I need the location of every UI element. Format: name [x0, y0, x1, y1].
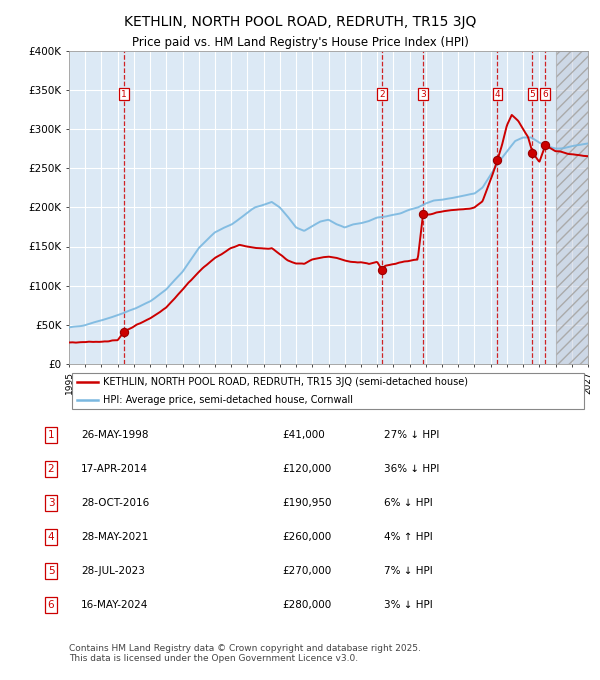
Text: 4: 4	[494, 90, 500, 99]
Text: 1: 1	[121, 90, 127, 99]
Text: 16-MAY-2024: 16-MAY-2024	[81, 600, 148, 610]
Point	[493, 155, 502, 166]
Text: 7% ↓ HPI: 7% ↓ HPI	[384, 566, 433, 576]
Text: 28-JUL-2023: 28-JUL-2023	[81, 566, 145, 576]
Text: 28-MAY-2021: 28-MAY-2021	[81, 532, 148, 542]
Text: 5: 5	[47, 566, 55, 576]
Text: £260,000: £260,000	[282, 532, 331, 542]
Text: 28-OCT-2016: 28-OCT-2016	[81, 498, 149, 508]
Text: £280,000: £280,000	[282, 600, 331, 610]
Text: £190,950: £190,950	[282, 498, 331, 508]
Text: HPI: Average price, semi-detached house, Cornwall: HPI: Average price, semi-detached house,…	[103, 395, 353, 405]
Text: 6% ↓ HPI: 6% ↓ HPI	[384, 498, 433, 508]
Text: Contains HM Land Registry data © Crown copyright and database right 2025.
This d: Contains HM Land Registry data © Crown c…	[69, 643, 421, 663]
Text: 6: 6	[542, 90, 548, 99]
Text: 27% ↓ HPI: 27% ↓ HPI	[384, 430, 439, 440]
Text: £41,000: £41,000	[282, 430, 325, 440]
Bar	[556, 51, 588, 364]
Text: KETHLIN, NORTH POOL ROAD, REDRUTH, TR15 3JQ: KETHLIN, NORTH POOL ROAD, REDRUTH, TR15 …	[124, 16, 476, 29]
Bar	[556, 51, 588, 364]
Text: £120,000: £120,000	[282, 464, 331, 474]
Text: 3% ↓ HPI: 3% ↓ HPI	[384, 600, 433, 610]
Text: KETHLIN, NORTH POOL ROAD, REDRUTH, TR15 3JQ (semi-detached house): KETHLIN, NORTH POOL ROAD, REDRUTH, TR15 …	[103, 377, 468, 387]
Text: 4% ↑ HPI: 4% ↑ HPI	[384, 532, 433, 542]
Text: 6: 6	[47, 600, 55, 610]
Point	[541, 139, 550, 150]
Point	[119, 326, 128, 337]
Text: 36% ↓ HPI: 36% ↓ HPI	[384, 464, 439, 474]
Text: 3: 3	[47, 498, 55, 508]
Text: 3: 3	[420, 90, 426, 99]
Text: Price paid vs. HM Land Registry's House Price Index (HPI): Price paid vs. HM Land Registry's House …	[131, 36, 469, 50]
Point	[418, 209, 428, 220]
Text: 2: 2	[47, 464, 55, 474]
Text: 2: 2	[379, 90, 385, 99]
FancyBboxPatch shape	[71, 373, 584, 409]
Text: £270,000: £270,000	[282, 566, 331, 576]
Text: 17-APR-2014: 17-APR-2014	[81, 464, 148, 474]
Text: 4: 4	[47, 532, 55, 542]
Text: 5: 5	[529, 90, 535, 99]
Text: 26-MAY-1998: 26-MAY-1998	[81, 430, 149, 440]
Point	[527, 147, 537, 158]
Point	[377, 265, 386, 275]
Text: 1: 1	[47, 430, 55, 440]
